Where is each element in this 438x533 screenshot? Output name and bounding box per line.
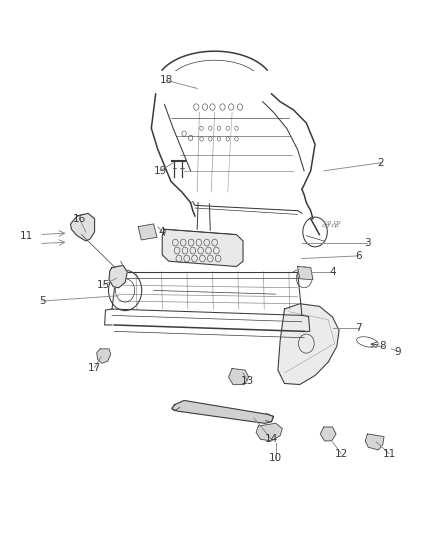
Text: 14: 14 [265,434,278,445]
Polygon shape [297,266,313,280]
Text: 12: 12 [335,449,348,458]
Text: 17: 17 [88,362,101,373]
Text: cg cp: cg cp [321,223,338,228]
Text: 3: 3 [364,238,371,247]
Polygon shape [229,368,249,384]
Text: 11: 11 [20,231,34,241]
Text: 7: 7 [355,322,362,333]
Polygon shape [365,434,384,450]
Text: 6: 6 [355,251,362,261]
Polygon shape [162,229,243,266]
Text: 11: 11 [383,449,396,458]
Text: 13: 13 [241,376,254,386]
Polygon shape [71,213,95,241]
Polygon shape [256,423,283,441]
Text: 5: 5 [39,296,46,306]
Polygon shape [138,224,157,240]
Text: 16: 16 [73,214,86,224]
Text: 9: 9 [395,346,401,357]
Polygon shape [278,304,339,384]
Polygon shape [172,400,274,423]
Text: 19: 19 [153,166,167,176]
Polygon shape [109,265,127,288]
Polygon shape [97,349,111,364]
Text: 4: 4 [329,267,336,277]
Text: 18: 18 [160,76,173,85]
Text: 15: 15 [97,280,110,290]
Polygon shape [320,427,336,441]
Text: 2: 2 [377,158,384,168]
Text: 4: 4 [159,227,166,237]
Text: 10: 10 [269,453,283,463]
Text: cg cp: cg cp [324,221,340,225]
Text: 8: 8 [379,341,386,351]
